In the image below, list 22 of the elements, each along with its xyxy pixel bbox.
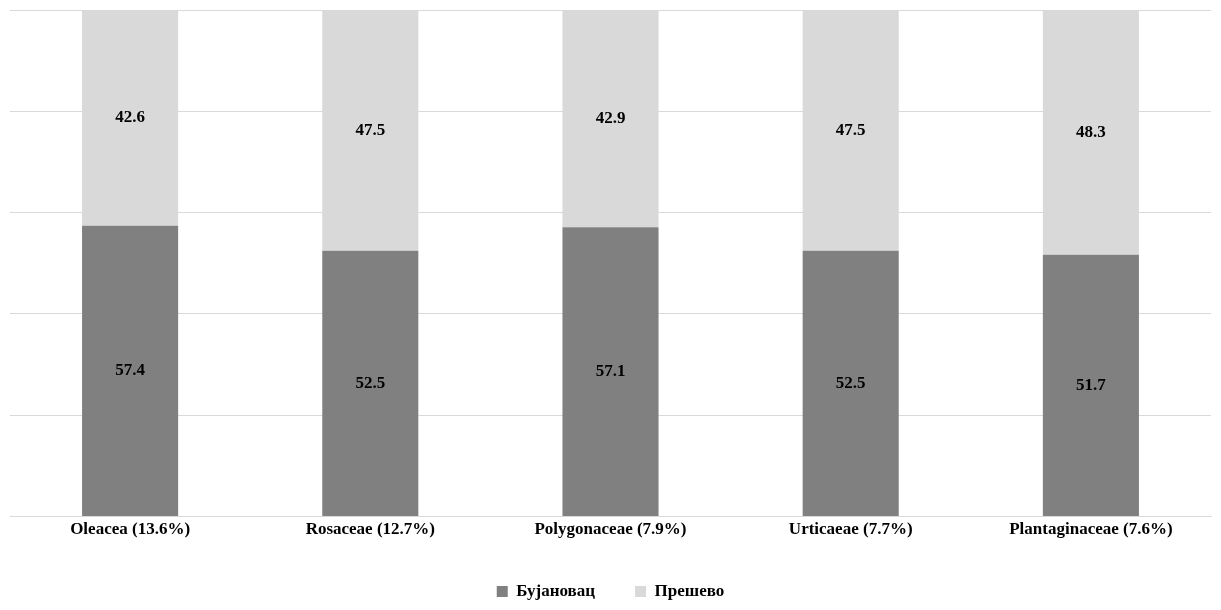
x-tick-label: Urticaeae (7.7%) [788,519,913,539]
x-tick-label: Polygonaceae (7.9%) [534,519,687,539]
bar [1042,254,1139,517]
bar [562,227,659,517]
bar [802,250,899,517]
x-tick-label: Oleacea (13.6%) [70,519,191,539]
x-tick-label: Plantaginaceae (7.6%) [1009,519,1173,539]
data-label: 47.5 [835,119,866,139]
data-label: 42.6 [115,107,145,127]
data-label: 52.5 [355,372,386,392]
data-label: 48.3 [1076,121,1106,141]
data-label: 42.9 [595,108,626,128]
data-label: 47.5 [355,119,386,139]
bar [322,250,419,517]
bar [82,225,179,517]
data-label: 57.1 [595,361,626,381]
data-label: 57.4 [115,360,146,380]
x-tick-label: Rosaceae (12.7%) [305,519,435,539]
data-label: 52.5 [835,372,866,392]
legend-label: Бујановац [516,580,596,600]
legend-label: Прешево [654,580,725,600]
data-label: 51.7 [1076,374,1107,394]
